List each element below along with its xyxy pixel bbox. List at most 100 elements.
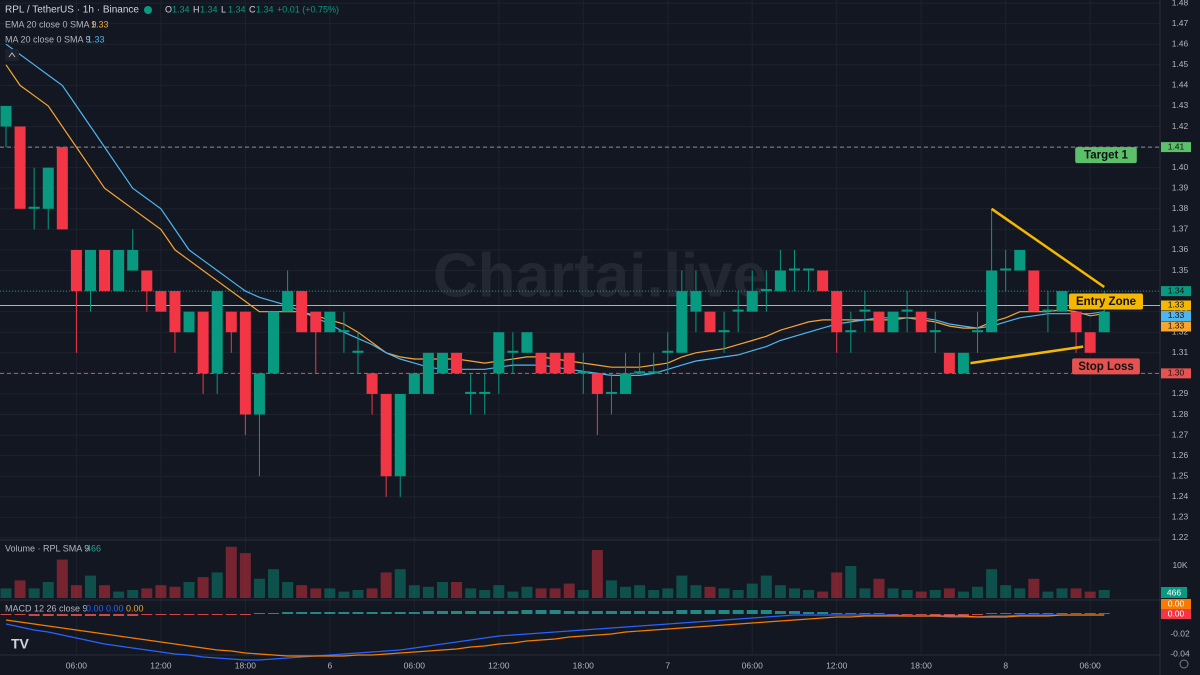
macd-hist (648, 611, 660, 614)
candle-body (690, 291, 702, 312)
y-tick-label: 1.48 (1172, 0, 1189, 7)
macd-hist (70, 614, 82, 616)
candle-body (563, 352, 575, 374)
candle-body (718, 330, 730, 333)
macd-badge-label: 0.00 (1168, 598, 1185, 608)
macd-hist (169, 614, 181, 615)
y-tick-label: 1.37 (1172, 224, 1189, 234)
macd-hist (929, 614, 941, 616)
volume-bar (760, 575, 772, 598)
candle-body (268, 311, 280, 374)
volume-bar (197, 577, 209, 598)
macd-hist (507, 611, 519, 614)
macd-hist (704, 610, 716, 614)
macd-hist (84, 614, 96, 616)
level-label-box (1075, 147, 1137, 164)
candle-body (704, 311, 716, 333)
volume-bar (239, 553, 251, 598)
volume-bar (901, 589, 913, 598)
price-badge (1161, 368, 1191, 379)
candle-body (873, 311, 885, 333)
volume-bar (14, 580, 26, 598)
candle-body (1056, 291, 1068, 312)
volume-bar (155, 585, 167, 598)
candle-body (451, 352, 463, 374)
ohlc-key: L (221, 4, 226, 14)
volume-bar (380, 572, 392, 598)
candle-body (310, 311, 322, 333)
x-tick-label: 12:00 (150, 660, 172, 670)
macd-hist (521, 610, 533, 614)
volume-bar (113, 591, 125, 598)
y-tick-label: 1.42 (1172, 121, 1189, 131)
volume-bar (183, 581, 195, 598)
volume-tick: 10K (1172, 560, 1187, 570)
volume-bar (662, 588, 674, 598)
volume-bar (479, 589, 491, 598)
candle-body (493, 332, 505, 374)
macd-hist (662, 611, 674, 614)
y-tick-label: 1.26 (1172, 450, 1189, 460)
candle-body (380, 393, 392, 477)
candle-body (70, 249, 82, 292)
candle-body (253, 373, 265, 415)
candle-body (746, 291, 758, 312)
ohlc-key: O (165, 4, 172, 14)
macd-hist (986, 613, 998, 614)
y-tick-label: 1.35 (1172, 265, 1189, 275)
x-tick-label: 18:00 (235, 660, 257, 670)
price-badge-label: 1.30 (1168, 368, 1185, 378)
price-badge-label: 1.33 (1168, 300, 1185, 310)
macd-hist (788, 611, 800, 614)
macd-hist (1000, 613, 1012, 614)
settings-icon[interactable] (1179, 659, 1189, 669)
volume-bar (296, 585, 308, 598)
macd-reading: 0.00 (126, 603, 144, 613)
volume-bar (211, 572, 223, 598)
candle-body (1014, 249, 1026, 271)
macd-title: MACD 12 26 close 9 (5, 603, 88, 613)
macd-hist (155, 614, 167, 615)
volume-bar (605, 580, 617, 598)
macd-hist (732, 610, 744, 614)
macd-hist (957, 614, 969, 616)
macd-hist (634, 611, 646, 614)
macd-hist (803, 612, 815, 614)
volume-bar (1014, 588, 1026, 598)
candle-body (479, 391, 491, 394)
macd-hist (535, 610, 547, 614)
collapse-button[interactable] (5, 49, 19, 61)
candle-body (1028, 270, 1040, 312)
macd-hist (211, 614, 223, 615)
y-tick-label: 1.22 (1172, 532, 1189, 542)
volume-bar (859, 588, 871, 598)
macd-hist (1070, 613, 1082, 614)
y-tick-label: 1.31 (1172, 347, 1189, 357)
candle-body (183, 311, 195, 333)
volume-badge (1161, 587, 1187, 598)
y-tick-label: 1.36 (1172, 244, 1189, 254)
volume-bar (225, 546, 237, 598)
volume-bar (634, 585, 646, 598)
y-tick-label: 1.43 (1172, 100, 1189, 110)
y-tick-label: 1.27 (1172, 429, 1189, 439)
candle-body (169, 291, 181, 333)
candle-body (394, 393, 406, 477)
macd-hist (718, 610, 730, 614)
ema-legend: EMA 20 close 0 SMA 9 (5, 19, 97, 29)
y-tick-label: 1.28 (1172, 409, 1189, 419)
x-tick-label: 7 (665, 660, 670, 670)
price-badge-label: 1.33 (1168, 310, 1185, 320)
x-tick-label: 6 (327, 660, 332, 670)
trendline (990, 207, 1105, 288)
collapse-icon (8, 52, 16, 58)
candle-body (676, 291, 688, 353)
macd-hist (14, 614, 26, 615)
macd-hist (183, 614, 195, 615)
volume-bar (718, 588, 730, 598)
level-label: Entry Zone (1076, 296, 1136, 308)
macd-hist (817, 612, 829, 614)
macd-hist (479, 611, 491, 614)
candle-body (831, 291, 843, 333)
plot: Target 1 Entry Zone Stop Loss (0, 43, 1160, 661)
